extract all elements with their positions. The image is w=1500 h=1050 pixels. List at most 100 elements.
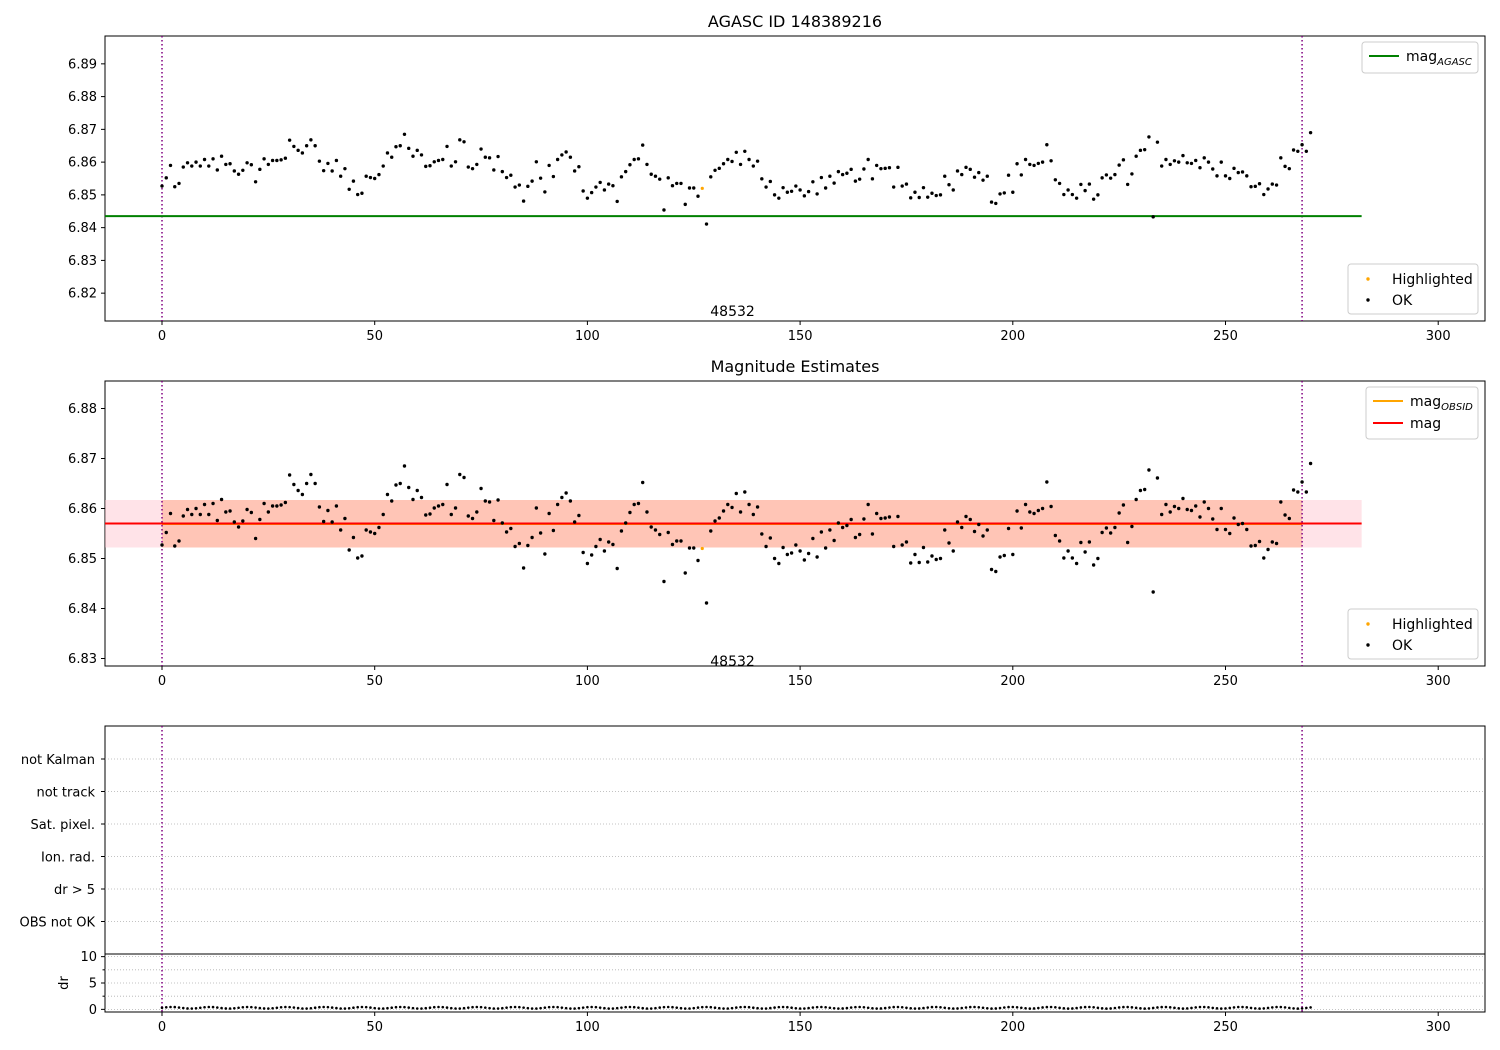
top-ok-point xyxy=(1134,154,1138,158)
dr-point xyxy=(862,1005,866,1009)
middle-ok-point xyxy=(513,544,517,549)
dr-point xyxy=(569,1007,572,1010)
middle-legend-ok-marker xyxy=(1366,643,1370,647)
x-tick-label: 250 xyxy=(1213,1020,1238,1035)
x-tick-label: 300 xyxy=(1426,674,1451,689)
top-ok-point xyxy=(304,144,309,148)
top-ok-point xyxy=(989,200,994,204)
dr-point xyxy=(1058,1006,1061,1010)
dr-point xyxy=(1177,1007,1181,1010)
dr-point xyxy=(466,1006,470,1009)
middle-ok-point xyxy=(730,505,734,510)
middle-ok-point xyxy=(811,536,815,541)
dr-point xyxy=(309,1006,313,1010)
dr-point xyxy=(522,1006,525,1009)
top-ok-point xyxy=(1279,156,1283,160)
top-ok-point xyxy=(232,169,237,173)
middle-ok-point xyxy=(785,552,790,557)
middle-ok-point xyxy=(1223,527,1228,532)
dr-point xyxy=(752,1006,755,1010)
dr-point xyxy=(939,1005,942,1009)
middle-ok-point xyxy=(1023,502,1028,507)
dr-point xyxy=(815,1005,819,1009)
middle-chart-title: Magnitude Estimates xyxy=(711,357,880,376)
middle-ok-point xyxy=(551,528,556,533)
middle-ok-point xyxy=(1164,502,1168,507)
top-ok-point xyxy=(1049,159,1053,163)
middle-ok-point xyxy=(1134,497,1138,502)
middle-ok-point xyxy=(458,472,462,477)
top-ok-point xyxy=(960,172,964,177)
top-ok-point xyxy=(994,201,998,206)
dr-point xyxy=(607,1007,610,1010)
middle-ok-point xyxy=(279,503,283,507)
top-ok-point xyxy=(1155,140,1160,144)
middle-ok-point xyxy=(215,518,220,523)
top-ok-point xyxy=(364,174,368,178)
middle-ok-point xyxy=(879,516,883,521)
dr-point xyxy=(275,1006,279,1010)
dr-point xyxy=(318,1005,321,1009)
dr-point xyxy=(194,1006,198,1010)
dr-point xyxy=(360,1005,364,1009)
top-ok-point xyxy=(1211,167,1215,171)
top-ok-point xyxy=(449,164,453,168)
dr-point xyxy=(1024,1007,1027,1010)
top-ok-point xyxy=(377,172,381,177)
dr-point xyxy=(956,1007,959,1010)
flag-label: Sat. pixel. xyxy=(31,818,95,833)
top-ok-point xyxy=(1308,130,1313,135)
top-ok-point xyxy=(317,159,322,163)
dr-point xyxy=(564,1006,568,1010)
dr-point xyxy=(1202,1005,1206,1009)
dr-point xyxy=(964,1006,968,1009)
middle-ok-point xyxy=(934,557,938,562)
middle-ok-point xyxy=(1015,509,1019,513)
dr-point xyxy=(1181,1007,1185,1010)
dr-point xyxy=(943,1006,947,1010)
top-ok-point xyxy=(1262,192,1266,197)
dr-point xyxy=(509,1005,513,1009)
top-ok-point xyxy=(998,192,1002,196)
y-tick-label: 6.84 xyxy=(68,221,97,236)
top-ok-point xyxy=(717,166,721,171)
middle-ok-point xyxy=(543,552,547,556)
dr-point xyxy=(730,1006,734,1010)
top-ok-point xyxy=(236,172,241,176)
top-ok-point xyxy=(755,159,760,163)
top-ok-point xyxy=(636,157,641,161)
top-ok-point xyxy=(1223,174,1228,178)
middle-ok-point xyxy=(857,532,862,537)
dr-point xyxy=(615,1006,619,1010)
middle-ok-point xyxy=(1079,540,1083,545)
middle-ok-point xyxy=(947,541,951,545)
dr-point xyxy=(437,1005,440,1009)
top-ok-point xyxy=(177,181,181,186)
middle-ok-point xyxy=(521,566,526,570)
middle-ok-point xyxy=(581,550,585,555)
top-ok-point xyxy=(1304,149,1309,154)
middle-ok-point xyxy=(840,525,845,530)
top-ok-point xyxy=(1232,166,1236,171)
dr-point xyxy=(1228,1006,1232,1010)
top-ok-point xyxy=(1066,188,1070,192)
dr-point xyxy=(1054,1006,1057,1009)
middle-ok-point xyxy=(1083,550,1087,554)
dr-point xyxy=(624,1005,627,1009)
middle-ok-point xyxy=(960,525,964,530)
top-ok-point xyxy=(1177,160,1181,164)
middle-legend-points xyxy=(1347,608,1479,660)
top-ok-point xyxy=(321,168,326,173)
dr-point xyxy=(1164,1005,1168,1009)
top-ok-point xyxy=(738,162,743,167)
dr-point xyxy=(352,1006,355,1010)
top-legend-ok-label: OK xyxy=(1392,293,1413,309)
dr-point xyxy=(1109,1007,1112,1010)
top-ok-point xyxy=(658,177,662,181)
top-ok-point xyxy=(462,140,466,144)
top-ok-point xyxy=(415,148,419,153)
middle-legend-line-subscript: OBSID xyxy=(1441,402,1473,413)
middle-ok-point xyxy=(747,502,751,507)
middle-ok-point xyxy=(1215,527,1219,532)
dr-point xyxy=(1236,1005,1240,1009)
